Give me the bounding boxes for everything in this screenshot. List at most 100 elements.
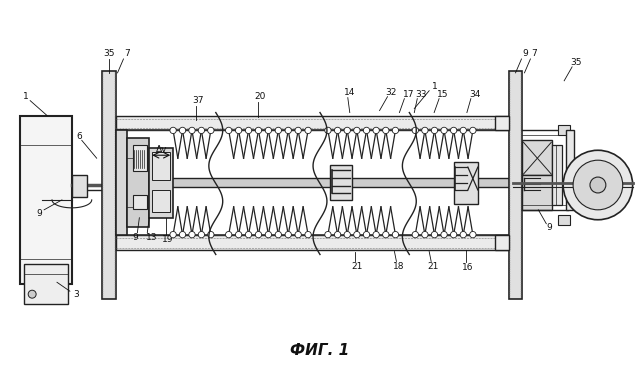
- Bar: [509, 71, 522, 299]
- Text: 1: 1: [432, 82, 438, 91]
- Circle shape: [236, 127, 242, 134]
- Circle shape: [392, 231, 399, 238]
- Circle shape: [451, 127, 457, 134]
- Bar: [495, 116, 509, 131]
- Circle shape: [383, 127, 389, 134]
- Circle shape: [422, 231, 428, 238]
- Bar: [133, 145, 147, 171]
- Circle shape: [28, 290, 36, 298]
- Bar: [102, 71, 116, 299]
- Text: 7: 7: [125, 49, 131, 58]
- Bar: [72, 175, 87, 197]
- Circle shape: [354, 231, 360, 238]
- Circle shape: [170, 127, 176, 134]
- Text: 14: 14: [344, 88, 355, 97]
- Text: 15: 15: [437, 90, 449, 99]
- Circle shape: [344, 231, 350, 238]
- Text: 3: 3: [73, 290, 79, 299]
- Circle shape: [373, 127, 380, 134]
- Circle shape: [198, 231, 205, 238]
- Bar: [152, 152, 170, 180]
- Bar: [24, 264, 68, 304]
- Bar: [116, 178, 513, 187]
- Circle shape: [470, 231, 476, 238]
- Circle shape: [295, 127, 301, 134]
- Circle shape: [563, 150, 633, 220]
- Circle shape: [335, 127, 340, 134]
- Circle shape: [470, 127, 476, 134]
- Text: 35: 35: [103, 49, 115, 58]
- Circle shape: [412, 231, 419, 238]
- Text: 21: 21: [351, 262, 362, 271]
- Bar: [116, 131, 127, 235]
- Circle shape: [198, 127, 205, 134]
- Bar: [330, 165, 352, 200]
- Bar: [558, 125, 570, 135]
- Text: 34: 34: [469, 90, 481, 99]
- Circle shape: [285, 127, 291, 134]
- Text: 19: 19: [163, 235, 174, 244]
- Circle shape: [265, 231, 271, 238]
- Text: 37: 37: [192, 96, 204, 105]
- Circle shape: [460, 231, 467, 238]
- Bar: [116, 235, 513, 250]
- Text: 18: 18: [393, 262, 404, 271]
- Bar: [522, 175, 552, 210]
- Circle shape: [431, 231, 438, 238]
- Circle shape: [392, 127, 399, 134]
- Text: 32: 32: [386, 88, 397, 97]
- Circle shape: [364, 127, 370, 134]
- Circle shape: [275, 127, 282, 134]
- Circle shape: [275, 231, 282, 238]
- Bar: [116, 116, 513, 131]
- Text: 9: 9: [36, 209, 42, 218]
- Text: 9: 9: [523, 49, 529, 58]
- Bar: [127, 138, 149, 227]
- Circle shape: [305, 231, 311, 238]
- Text: Δv: Δv: [156, 145, 167, 154]
- Circle shape: [305, 127, 311, 134]
- Circle shape: [383, 231, 389, 238]
- Bar: [454, 162, 478, 204]
- Circle shape: [431, 127, 438, 134]
- Bar: [152, 190, 170, 212]
- Text: 1: 1: [23, 92, 29, 101]
- Circle shape: [207, 231, 214, 238]
- Circle shape: [170, 231, 176, 238]
- Circle shape: [285, 231, 291, 238]
- Circle shape: [373, 231, 380, 238]
- Text: 13: 13: [145, 233, 157, 242]
- Circle shape: [236, 231, 242, 238]
- Bar: [566, 131, 574, 210]
- Circle shape: [179, 127, 186, 134]
- Circle shape: [364, 231, 370, 238]
- Circle shape: [225, 127, 232, 134]
- Text: 7: 7: [531, 49, 537, 58]
- Text: 9: 9: [132, 233, 138, 242]
- Bar: [149, 148, 173, 218]
- Text: 9: 9: [547, 223, 552, 232]
- Circle shape: [265, 127, 271, 134]
- Circle shape: [295, 231, 301, 238]
- Text: 16: 16: [462, 263, 474, 272]
- Circle shape: [179, 231, 186, 238]
- Circle shape: [441, 231, 447, 238]
- Text: 21: 21: [428, 262, 439, 271]
- Circle shape: [245, 231, 252, 238]
- Circle shape: [354, 127, 360, 134]
- Circle shape: [324, 231, 331, 238]
- Bar: [552, 145, 562, 205]
- Circle shape: [422, 127, 428, 134]
- Circle shape: [412, 127, 419, 134]
- Circle shape: [255, 231, 262, 238]
- Bar: [495, 235, 509, 250]
- Bar: [133, 195, 147, 209]
- Text: ФИГ. 1: ФИГ. 1: [291, 343, 349, 358]
- Circle shape: [225, 231, 232, 238]
- Text: 6: 6: [76, 132, 82, 141]
- Circle shape: [189, 127, 195, 134]
- Text: 20: 20: [255, 92, 266, 101]
- Circle shape: [590, 177, 606, 193]
- Bar: [522, 140, 552, 175]
- Text: 17: 17: [403, 90, 414, 99]
